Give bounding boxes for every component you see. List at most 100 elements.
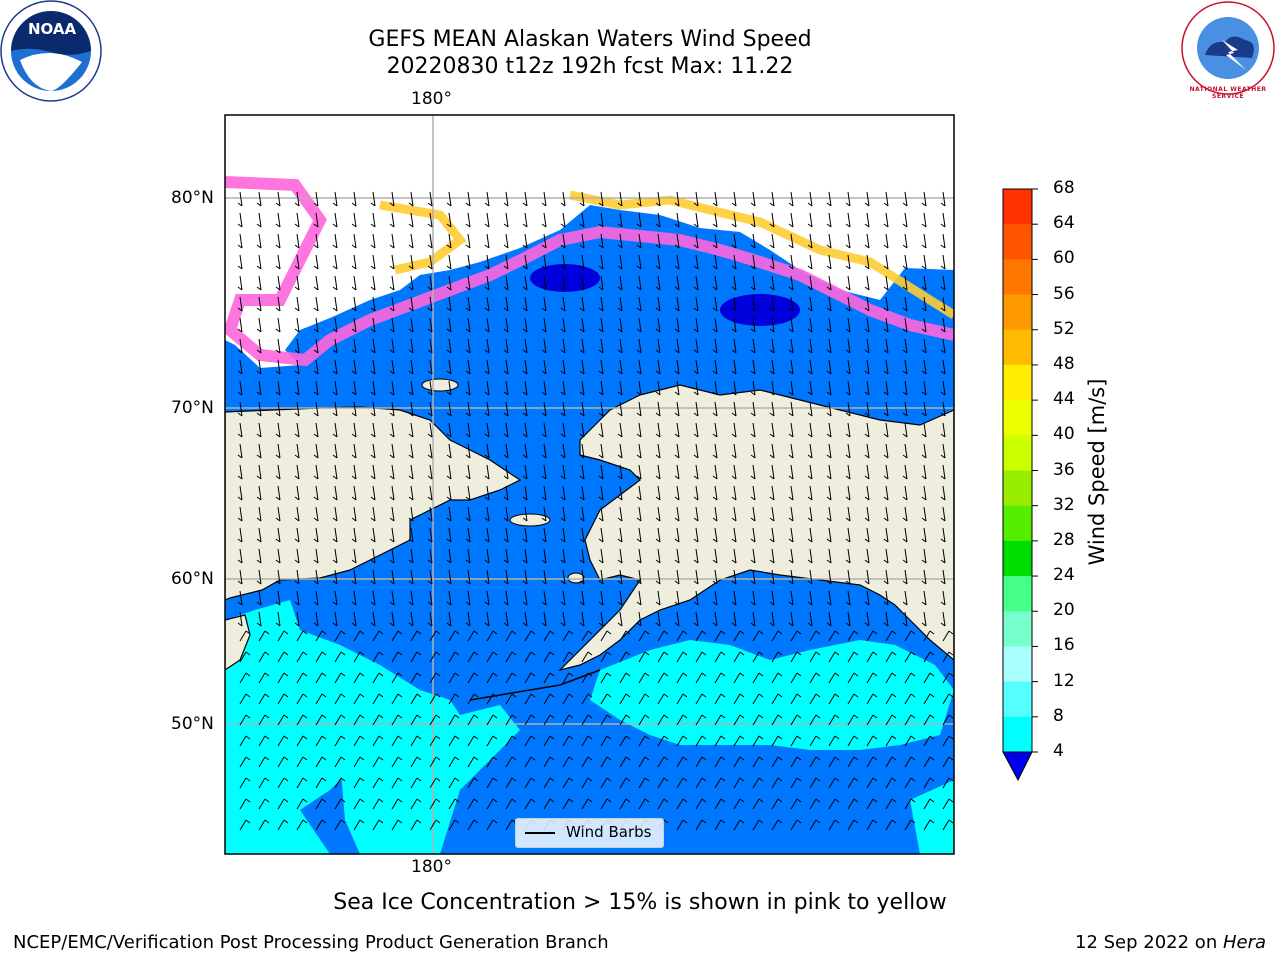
wind-barb xyxy=(845,275,851,291)
wind-barb xyxy=(828,819,840,831)
wind-barb xyxy=(541,590,547,606)
wind-barb xyxy=(731,443,737,459)
wind-barb xyxy=(904,651,916,663)
wind-barb xyxy=(313,485,319,501)
wind-barb xyxy=(655,233,661,249)
wind-barb xyxy=(543,651,555,663)
wind-barb xyxy=(807,464,813,480)
wind-barb xyxy=(655,401,661,417)
wind-barb xyxy=(351,422,357,438)
wind-barb xyxy=(334,777,346,789)
wind-barb xyxy=(619,672,631,684)
wind-barb xyxy=(845,422,851,438)
wind-barb xyxy=(655,254,661,270)
wind-barb xyxy=(465,485,471,501)
wind-barb xyxy=(733,672,745,684)
wind-barb xyxy=(372,756,384,768)
wind-barb xyxy=(638,630,650,642)
wind-barb xyxy=(256,506,262,522)
wind-barb xyxy=(389,506,395,522)
wind-barb xyxy=(866,819,878,831)
wind-barb xyxy=(864,296,870,312)
wind-barb xyxy=(826,611,832,627)
wind-barb xyxy=(657,798,669,810)
colorbar-tick-label: 68 xyxy=(1053,178,1075,198)
wind-barb xyxy=(408,380,414,396)
wind-barb xyxy=(429,798,441,810)
wind-barb xyxy=(541,422,547,438)
wind-barb xyxy=(826,548,832,564)
wind-barb xyxy=(655,338,661,354)
wind-barb xyxy=(294,317,300,333)
wind-barb xyxy=(752,777,764,789)
wind-barb xyxy=(674,464,680,480)
wind-barb xyxy=(598,464,604,480)
wind-barb xyxy=(427,212,433,228)
wind-barb xyxy=(410,756,422,768)
wind-barb xyxy=(334,630,346,642)
wind-barb xyxy=(883,191,889,207)
wind-barb xyxy=(446,548,452,564)
wind-barb xyxy=(503,569,509,585)
wind-barb xyxy=(503,380,509,396)
wind-barb xyxy=(256,443,262,459)
wind-barb xyxy=(294,359,300,375)
colorbar-tick-label: 40 xyxy=(1053,424,1075,445)
wind-barb xyxy=(560,464,566,480)
wind-barb xyxy=(883,275,889,291)
wind-barb xyxy=(541,569,547,585)
colorbar-segment xyxy=(1003,505,1032,542)
wind-barb xyxy=(505,651,517,663)
wind-barb xyxy=(410,651,422,663)
wind-barb xyxy=(693,212,699,228)
wind-barb xyxy=(638,672,650,684)
map-subtitle: 20220830 t12z 192h fcst Max: 11.22 xyxy=(386,54,794,79)
wind-barb xyxy=(902,317,908,333)
wind-barb xyxy=(674,548,680,564)
wind-barb xyxy=(693,296,699,312)
wind-barb xyxy=(294,569,300,585)
wind-barb xyxy=(503,275,509,291)
wind-barb xyxy=(657,714,669,726)
wind-barb xyxy=(256,233,262,249)
wind-barb xyxy=(828,630,840,642)
wind-barb xyxy=(750,212,756,228)
wind-barb xyxy=(294,401,300,417)
wind-barb xyxy=(600,777,612,789)
wind-barb xyxy=(408,275,414,291)
wind-barb xyxy=(258,693,270,705)
wind-barb xyxy=(522,590,528,606)
wind-barb xyxy=(676,693,688,705)
wind-barb xyxy=(581,777,593,789)
wind-barb xyxy=(296,777,308,789)
wind-barb xyxy=(636,191,642,207)
wind-barb xyxy=(902,212,908,228)
wind-barb xyxy=(807,611,813,627)
wind-barb xyxy=(427,317,433,333)
wind-barb xyxy=(505,798,517,810)
colorbar-segment xyxy=(1003,329,1032,366)
wind-barb xyxy=(885,693,897,705)
wind-barb xyxy=(465,506,471,522)
wind-barb xyxy=(636,569,642,585)
wind-barb xyxy=(448,630,460,642)
wind-barb xyxy=(921,359,927,375)
wind-barb xyxy=(750,590,756,606)
wind-barb xyxy=(807,296,813,312)
wind-barb xyxy=(427,401,433,417)
wind-barb xyxy=(864,338,870,354)
wind-barb xyxy=(315,798,327,810)
noaa-logo-text: NOAA xyxy=(28,20,77,38)
wind-barb xyxy=(410,777,422,789)
wind-barb xyxy=(695,798,707,810)
wind-barb xyxy=(294,422,300,438)
wind-barb xyxy=(885,651,897,663)
wind-barb xyxy=(351,275,357,291)
wind-barb xyxy=(940,401,946,417)
wind-barb xyxy=(277,651,289,663)
wind-barb xyxy=(942,693,954,705)
wind-barb xyxy=(294,380,300,396)
wind-barb xyxy=(885,756,897,768)
wind-barb xyxy=(712,275,718,291)
wind-barb xyxy=(427,506,433,522)
